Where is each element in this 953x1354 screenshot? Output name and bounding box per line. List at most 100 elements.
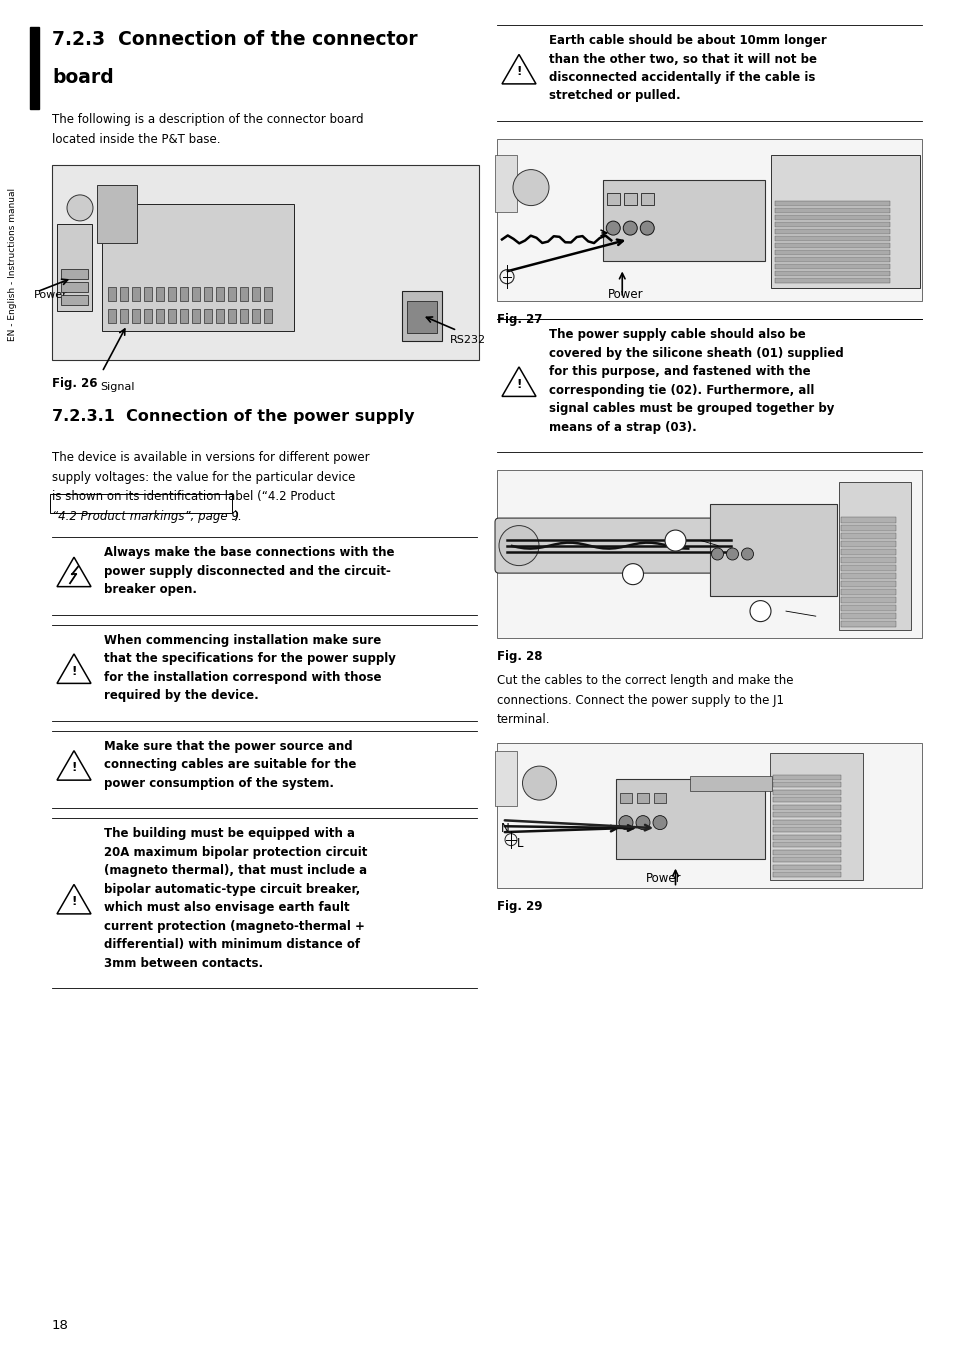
Text: 3mm between contacts.: 3mm between contacts.: [104, 956, 263, 969]
Text: power consumption of the system.: power consumption of the system.: [104, 776, 334, 789]
Circle shape: [652, 815, 666, 830]
Bar: [215, 309, 224, 322]
Text: The following is a description of the connector board: The following is a description of the co…: [52, 112, 363, 126]
Text: means of a strap (03).: means of a strap (03).: [548, 421, 696, 433]
FancyBboxPatch shape: [52, 165, 478, 360]
Text: 03: 03: [753, 607, 766, 616]
Bar: [619, 792, 631, 803]
Bar: [495, 156, 517, 211]
Text: required by the device.: required by the device.: [104, 689, 258, 701]
Bar: [132, 287, 140, 301]
Text: 01: 01: [668, 536, 681, 546]
Bar: [602, 180, 764, 260]
Bar: [640, 194, 654, 206]
Bar: [841, 556, 895, 563]
Bar: [616, 779, 764, 858]
Bar: [774, 222, 888, 227]
Bar: [192, 309, 200, 322]
Bar: [772, 872, 840, 877]
Circle shape: [498, 525, 538, 566]
Bar: [215, 287, 224, 301]
Bar: [772, 850, 840, 854]
Bar: [841, 597, 895, 603]
Bar: [61, 282, 88, 292]
Circle shape: [618, 815, 633, 830]
Bar: [252, 309, 260, 322]
Text: bipolar automatic-type circuit breaker,: bipolar automatic-type circuit breaker,: [104, 883, 360, 895]
Text: for this purpose, and fastened with the: for this purpose, and fastened with the: [548, 366, 810, 378]
Circle shape: [605, 221, 619, 236]
Bar: [204, 309, 212, 322]
Text: 18: 18: [52, 1319, 69, 1332]
Text: Power: Power: [645, 872, 680, 884]
Text: Fig. 29: Fig. 29: [497, 899, 542, 913]
Circle shape: [711, 548, 722, 561]
Bar: [252, 287, 260, 301]
Bar: [841, 525, 895, 531]
Text: !: !: [71, 761, 76, 774]
Bar: [774, 278, 888, 283]
Text: EN - English - Instructions manual: EN - English - Instructions manual: [8, 188, 16, 341]
Text: breaker open.: breaker open.: [104, 584, 196, 596]
Circle shape: [522, 766, 556, 800]
Circle shape: [513, 169, 548, 206]
Bar: [264, 287, 272, 301]
Text: Fig. 27: Fig. 27: [497, 313, 542, 326]
Text: ).: ).: [233, 509, 241, 523]
Bar: [637, 792, 648, 803]
Text: “4.2 Product markings”, page 9: “4.2 Product markings”, page 9: [52, 509, 238, 523]
Circle shape: [622, 563, 643, 585]
Text: Always make the base connections with the: Always make the base connections with th…: [104, 546, 395, 559]
Bar: [144, 309, 152, 322]
Bar: [841, 565, 895, 570]
Text: supply voltages: the value for the particular device: supply voltages: the value for the parti…: [52, 470, 355, 483]
Bar: [774, 200, 888, 206]
Circle shape: [664, 529, 685, 551]
Bar: [841, 542, 895, 547]
Text: The building must be equipped with a: The building must be equipped with a: [104, 827, 355, 839]
Bar: [774, 264, 888, 269]
Bar: [623, 194, 637, 206]
Circle shape: [749, 601, 770, 621]
Text: which must also envisage earth fault: which must also envisage earth fault: [104, 900, 349, 914]
Text: signal cables must be grouped together by: signal cables must be grouped together b…: [548, 402, 834, 414]
Bar: [772, 819, 840, 825]
Text: 7.2.3.1  Connection of the power supply: 7.2.3.1 Connection of the power supply: [52, 409, 414, 424]
Circle shape: [636, 815, 649, 830]
Bar: [772, 774, 840, 780]
Text: !: !: [71, 895, 76, 909]
Text: connecting cables are suitable for the: connecting cables are suitable for the: [104, 758, 356, 770]
Text: Earth cable should be about 10mm longer: Earth cable should be about 10mm longer: [548, 34, 826, 47]
Bar: [654, 792, 665, 803]
Bar: [156, 287, 164, 301]
Bar: [180, 309, 188, 322]
Circle shape: [67, 195, 92, 221]
Bar: [228, 309, 235, 322]
Text: (magneto thermal), that must include a: (magneto thermal), that must include a: [104, 864, 367, 877]
Text: terminal.: terminal.: [497, 714, 550, 726]
Bar: [772, 857, 840, 862]
Bar: [50, 493, 232, 513]
Text: Fig. 28: Fig. 28: [497, 650, 542, 663]
Circle shape: [726, 548, 738, 561]
Bar: [204, 287, 212, 301]
Bar: [841, 550, 895, 555]
Text: !: !: [516, 378, 521, 390]
Bar: [120, 287, 128, 301]
Circle shape: [622, 221, 637, 236]
Bar: [772, 842, 840, 848]
Bar: [57, 223, 91, 311]
Bar: [407, 301, 436, 333]
Text: disconnected accidentally if the cable is: disconnected accidentally if the cable i…: [548, 70, 815, 84]
Bar: [774, 257, 888, 263]
Text: 20A maximum bipolar protection circuit: 20A maximum bipolar protection circuit: [104, 845, 367, 858]
Bar: [774, 209, 888, 213]
Text: board: board: [52, 68, 113, 87]
Text: that the specifications for the power supply: that the specifications for the power su…: [104, 653, 395, 665]
Text: When commencing installation make sure: When commencing installation make sure: [104, 634, 381, 646]
Text: Power: Power: [608, 288, 643, 301]
Text: current protection (magneto-thermal +: current protection (magneto-thermal +: [104, 919, 364, 933]
Bar: [841, 573, 895, 578]
Bar: [690, 776, 771, 791]
Bar: [772, 789, 840, 795]
